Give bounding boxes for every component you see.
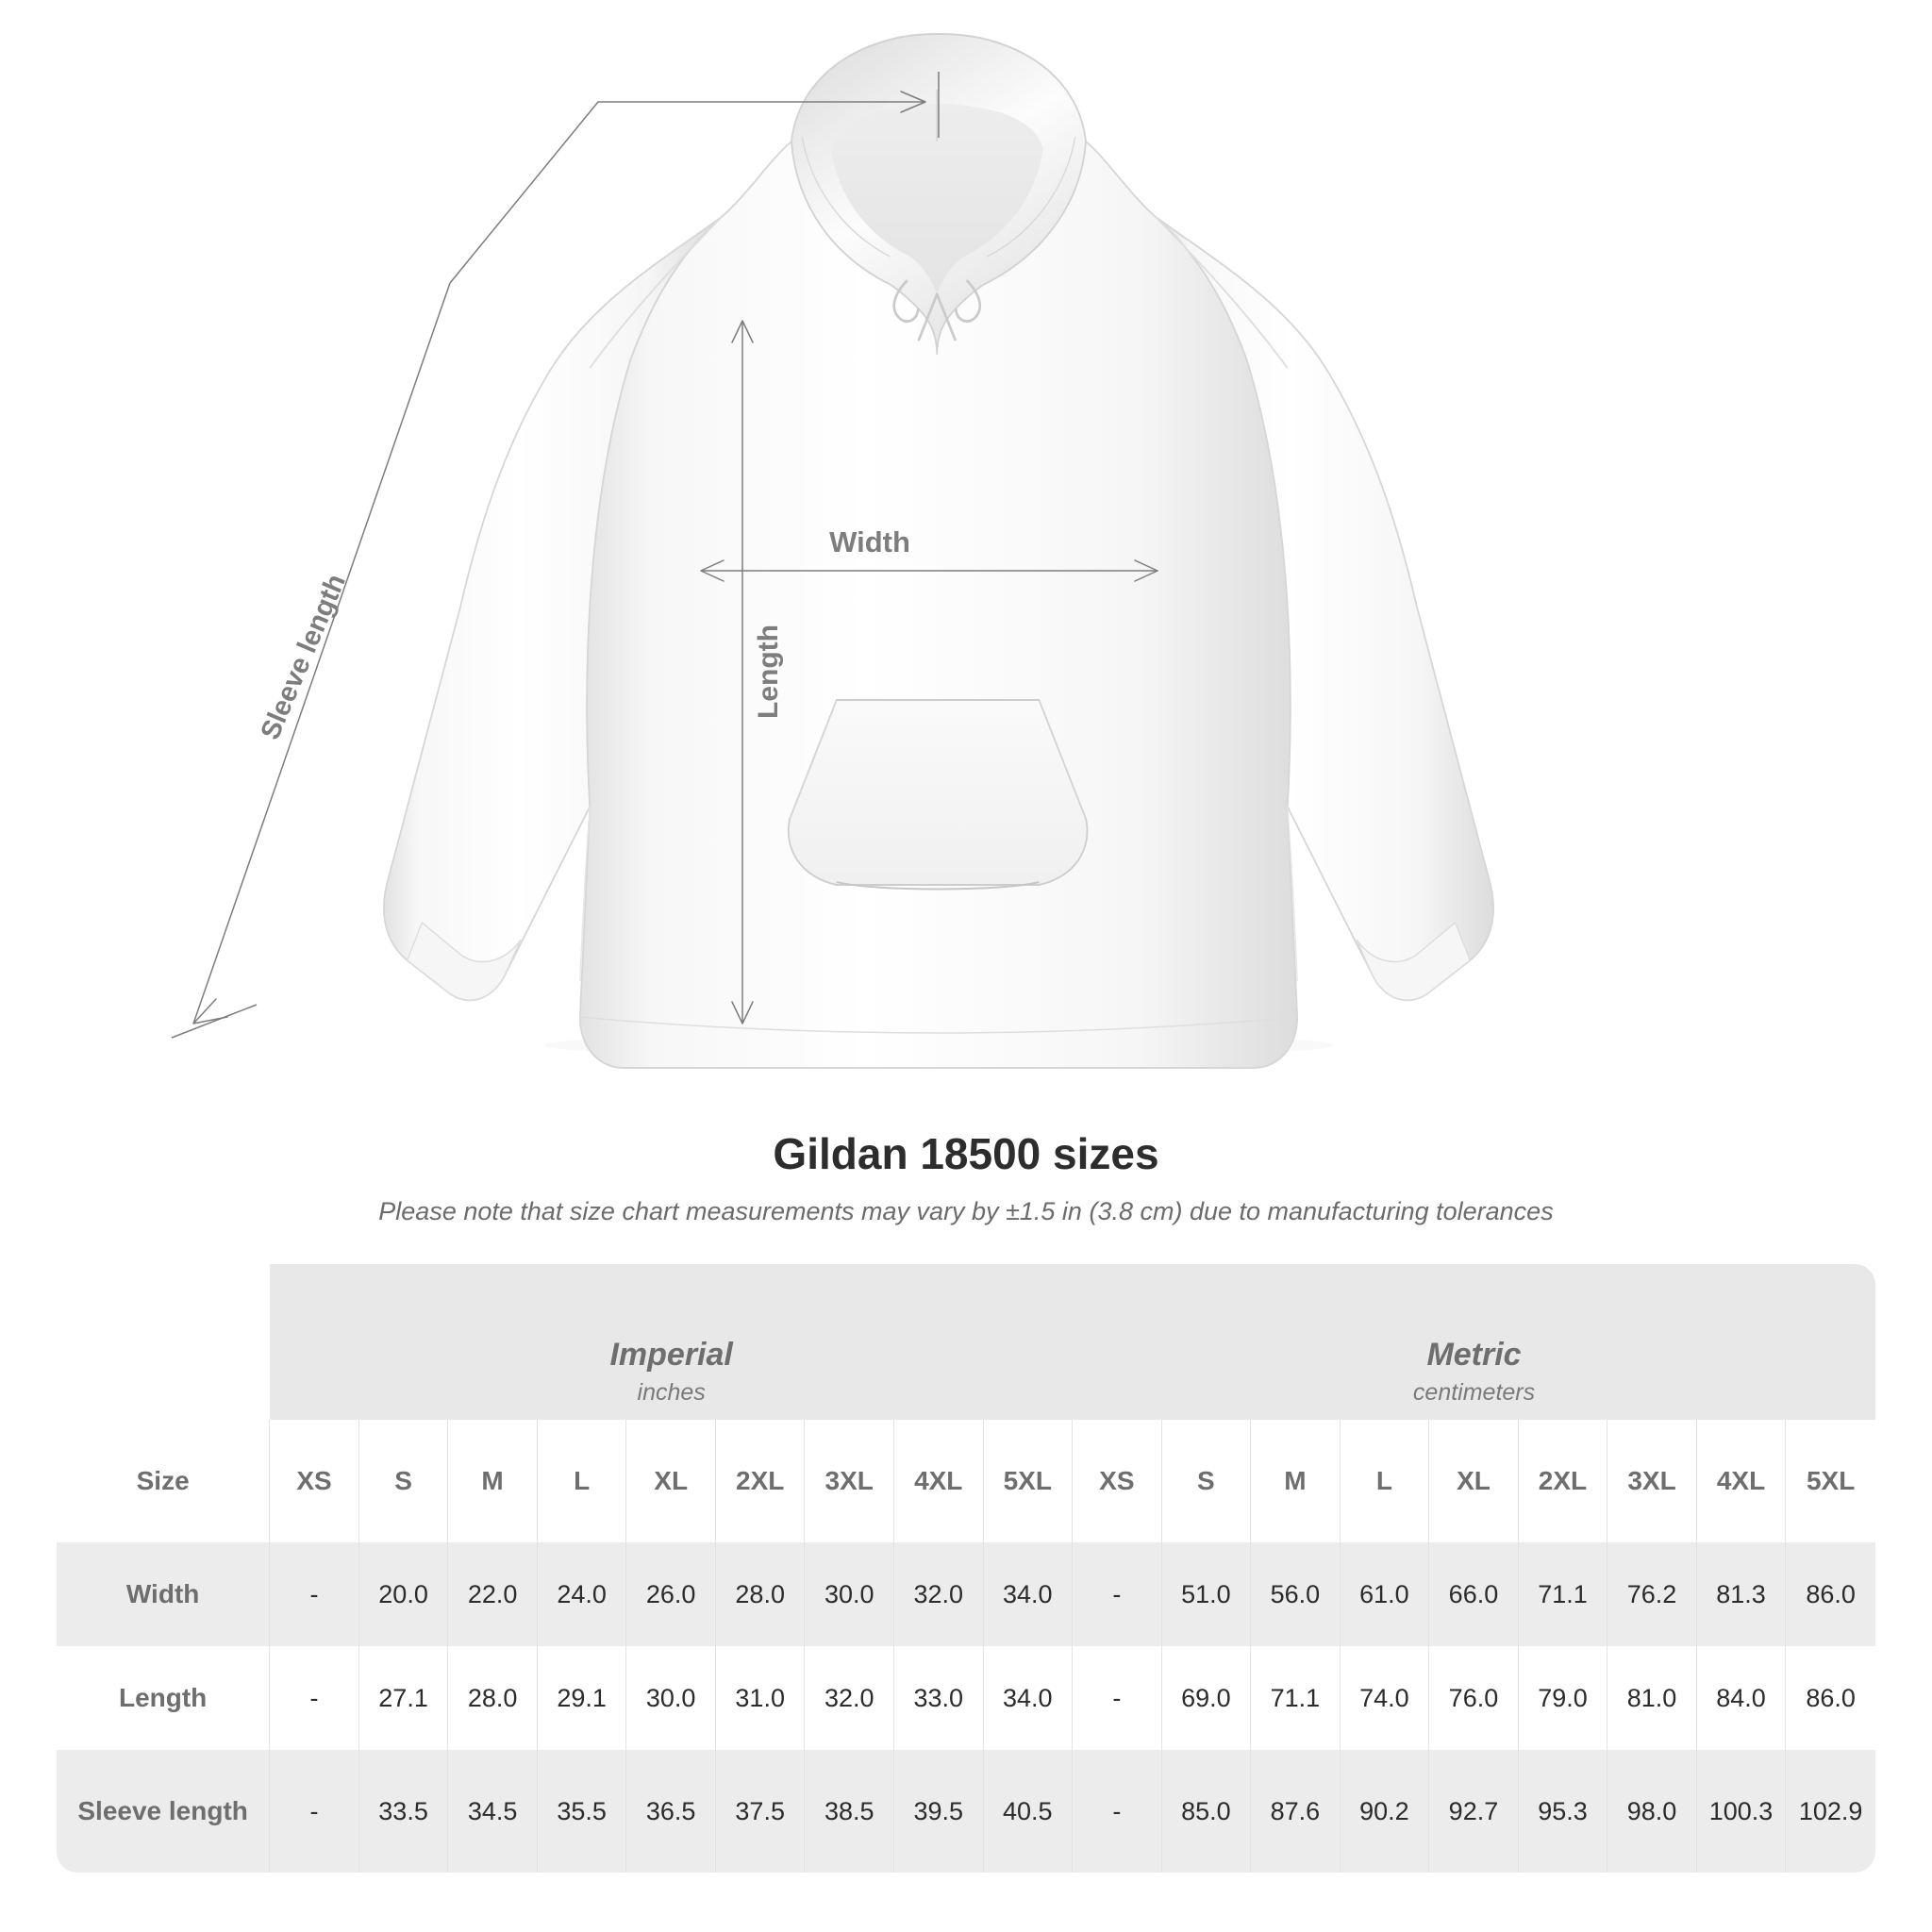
svg-text:Sleeve length: Sleeve length (255, 570, 352, 744)
svg-text:Width: Width (829, 525, 910, 558)
svg-text:Length: Length (753, 625, 784, 719)
